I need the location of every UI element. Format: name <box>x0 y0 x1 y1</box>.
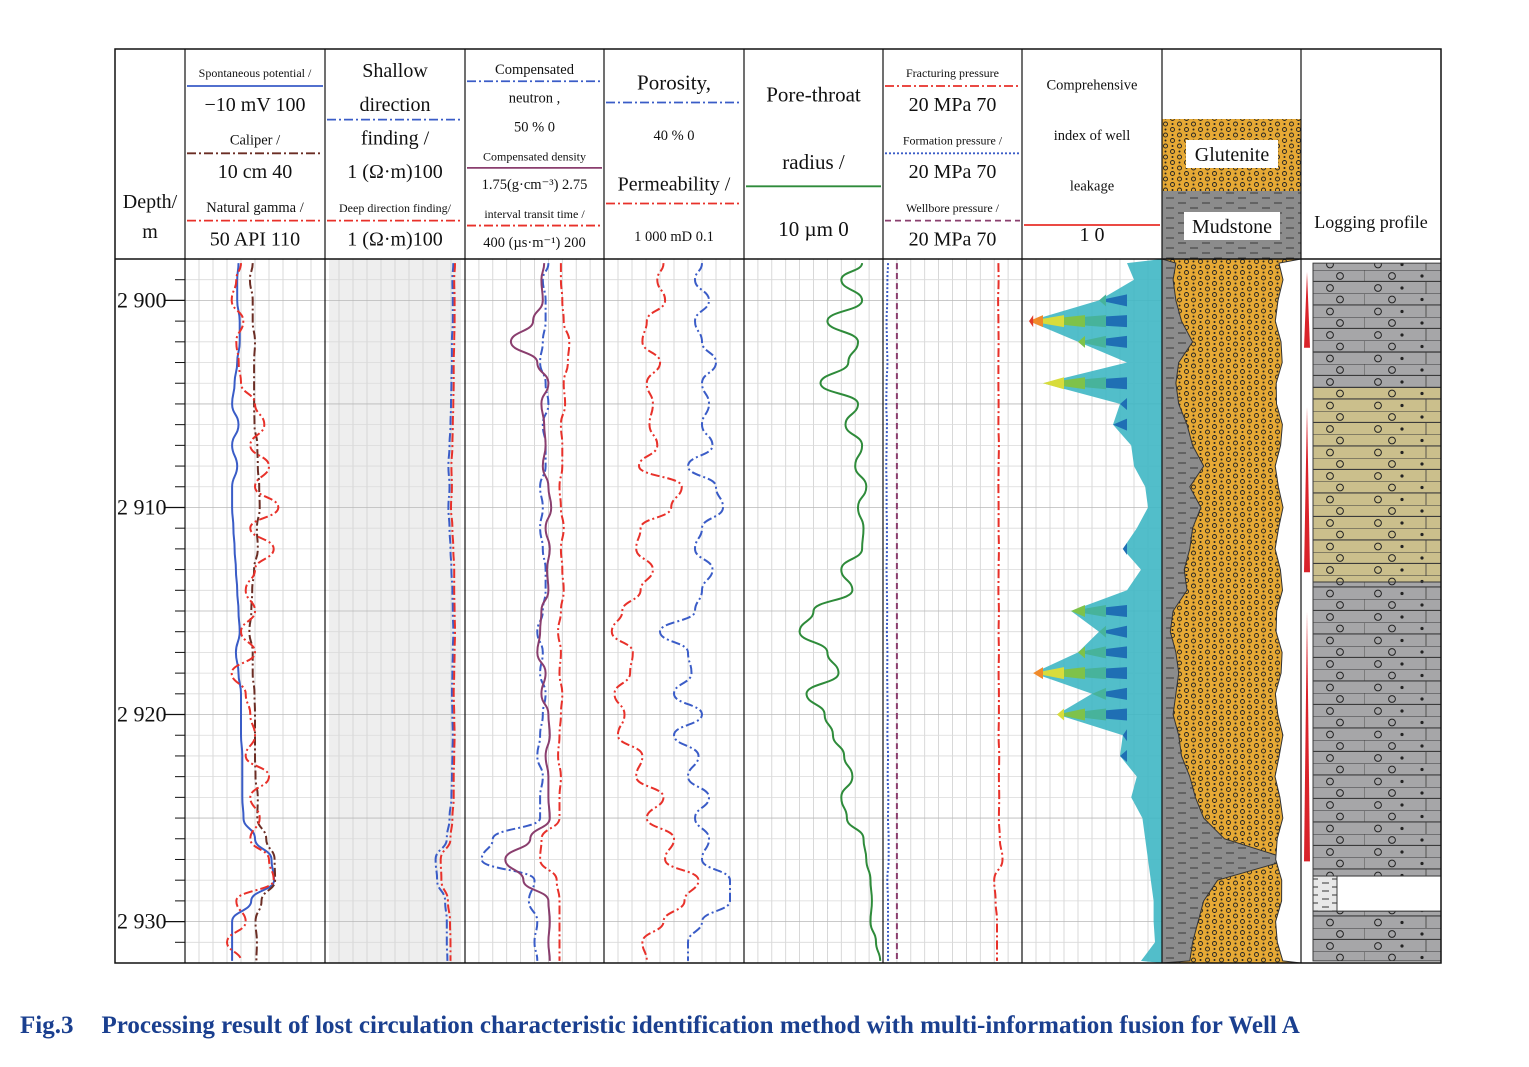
track-header-text: Formation pressure / <box>903 134 1003 148</box>
legend-glutenite-label: Glutenite <box>1195 144 1270 166</box>
leakage-marker <box>1304 272 1310 348</box>
depth-axis-label: Depth/ <box>123 191 178 213</box>
track-header-text: Natural gamma / <box>206 200 304 216</box>
leakage-index-band <box>1029 294 1106 721</box>
track-header-text: 50 API 110 <box>210 229 300 251</box>
curve-natural-gamma <box>225 263 280 962</box>
profile-interval <box>1312 351 1442 388</box>
track-header-text: 20 MPa 70 <box>909 229 997 251</box>
figure-caption: Fig.3 Processing result of lost circulati… <box>20 1012 1520 1052</box>
leakage-marker <box>1304 406 1310 573</box>
track-header-text: 1.75(g·cm⁻³) 2.75 <box>482 177 588 193</box>
depth-axis-unit: m <box>142 221 158 243</box>
curve-formation-pressure <box>885 263 890 961</box>
curve-pore-throat-radius <box>798 262 882 961</box>
fill-layer <box>1029 119 1442 964</box>
legend-mudstone-box <box>1184 212 1280 240</box>
leakage-index-band <box>1029 294 1127 762</box>
profile-interval <box>1312 581 1442 877</box>
track-header-text: index of well <box>1054 128 1131 144</box>
depth-tick-label: 2 930 <box>117 909 167 934</box>
curve-shallow-direction-finding <box>434 263 455 961</box>
curve-caliper <box>248 263 277 961</box>
curve-interval-transit-time <box>539 263 571 961</box>
track-header-text: 10 µm 0 <box>778 217 848 241</box>
curve-deep-direction-finding <box>439 263 457 961</box>
lithology-edge <box>1274 258 1302 964</box>
mudstone-fill <box>1161 258 1292 964</box>
leakage-marker <box>1304 611 1310 862</box>
curve-compensated-density <box>504 263 553 961</box>
curve-spontaneous-potential <box>231 263 276 961</box>
curve-permeability <box>610 263 700 961</box>
track-header-text: −10 mV 100 <box>205 94 306 116</box>
track-header-text: 1 (Ω·m)100 <box>347 161 442 183</box>
legend-mudstone-label: Mudstone <box>1192 216 1272 238</box>
track-header-text: 20 MPa 70 <box>909 94 997 116</box>
profile-interval <box>1312 386 1442 583</box>
track-header-text: Fracturing pressure <box>906 66 999 80</box>
curve-fracturing-pressure <box>993 263 1004 961</box>
profile-mud-strip <box>1312 875 1338 912</box>
chart-frame <box>114 48 1442 964</box>
track-header-text: 20 MPa 70 <box>909 161 997 183</box>
figure-caption-text: Processing result of lost circulation ch… <box>101 1012 1300 1039</box>
track-header-text: Compensated <box>495 62 575 78</box>
track-header-text: finding / <box>361 128 430 150</box>
curve-compensated-neutron <box>480 263 550 961</box>
track-header-text: Permeability / <box>618 173 731 195</box>
frame-layer <box>114 48 1442 964</box>
track-header-text: Compensated density <box>483 149 586 163</box>
track-header-text: interval transit time / <box>484 207 585 221</box>
well-log-chart: Depth/m 2 900 2 910 2 920 2 930 Spontaneous p… <box>114 48 1442 964</box>
track-header-text: 1 (Ω·m)100 <box>347 229 442 251</box>
figure-number: Fig.3 <box>20 1012 74 1039</box>
profile-interval <box>1312 910 1442 962</box>
legend-glutenite-box <box>1186 140 1278 168</box>
profile-interval <box>1312 262 1442 353</box>
track-header-text: radius / <box>782 150 845 174</box>
text-layer: Depth/m 2 900 2 910 2 920 2 930 Spontaneous p… <box>117 60 1428 933</box>
depth-tick-label: 2 900 <box>117 287 167 312</box>
track-header-text: 400 (µs·m⁻¹) 200 <box>483 235 586 251</box>
track-header-text: Spontaneous potential / <box>199 66 312 80</box>
logging-profile-title: Logging profile <box>1314 212 1427 232</box>
depth-tick-label: 2 920 <box>117 702 167 727</box>
track-header-text: direction <box>359 94 430 116</box>
track-header-text: Shallow <box>362 60 428 82</box>
track-header-text: neutron , <box>509 91 561 107</box>
track-header-text: 1 000 mD 0.1 <box>634 229 714 245</box>
curve-layer <box>225 262 1004 962</box>
grid-layer <box>185 259 1162 963</box>
track-header-text: Comprehensive <box>1046 77 1137 93</box>
leakage-index-band <box>1029 315 1064 721</box>
track-header-text: Pore-throat <box>766 82 861 106</box>
depth-tick-label: 2 910 <box>117 494 167 519</box>
track-header-text: 1 0 <box>1080 224 1105 246</box>
curve-porosity <box>658 263 731 961</box>
track-header-text: Caliper / <box>230 133 281 149</box>
track-header-text: 50 % 0 <box>514 119 555 135</box>
track-header-text: Wellbore pressure / <box>906 201 1000 215</box>
track-header-text: 10 cm 40 <box>218 161 292 183</box>
leakage-index-band <box>1029 315 1034 328</box>
track-header-text: Deep direction finding/ <box>339 201 452 215</box>
track-header-text: 40 % 0 <box>653 128 694 144</box>
track-header-text: Porosity, <box>637 70 711 94</box>
track-header-text: leakage <box>1070 178 1114 194</box>
